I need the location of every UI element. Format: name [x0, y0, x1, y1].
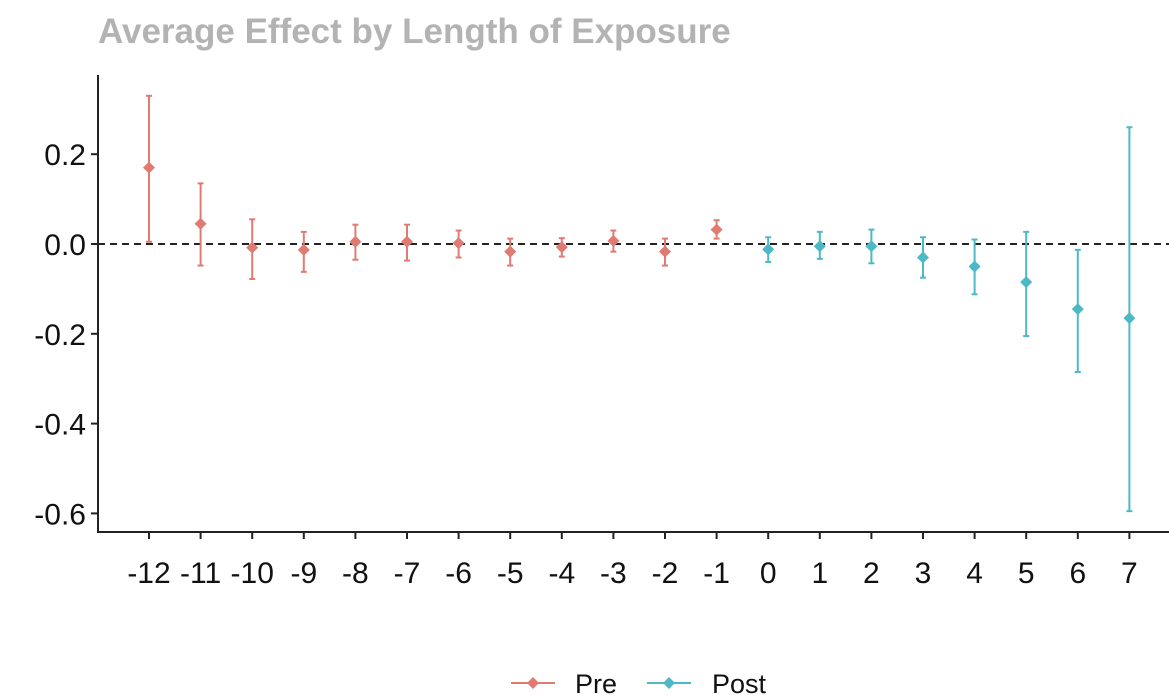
- x-axis-ticks: -12 -11 -10 -9 -8 -7 -6 -5 -4 -3 -2 -1 0 1 2 3 4 5 6 7: [127, 532, 1138, 590]
- chart-title: Average Effect by Length of Exposure: [98, 12, 731, 51]
- data-point: [143, 161, 155, 174]
- data-point: [452, 237, 465, 250]
- x-tick-label: -7: [394, 557, 421, 590]
- y-axis-ticks: 0.2 0.0 -0.2 -0.4 -0.6: [34, 139, 98, 531]
- data-point: [246, 241, 259, 254]
- x-tick-label: 5: [1018, 557, 1035, 590]
- data-point: [194, 217, 207, 230]
- data-point: [813, 240, 826, 253]
- x-tick-label: -10: [231, 557, 274, 590]
- x-tick-label: -3: [600, 557, 627, 590]
- data-point: [504, 245, 517, 258]
- data-point: [1123, 312, 1136, 325]
- x-tick-label: -2: [652, 557, 679, 590]
- x-tick-label: 2: [863, 557, 880, 590]
- x-tick-label: -9: [290, 557, 317, 590]
- x-tick-label: 1: [811, 557, 828, 590]
- legend-label: Post: [712, 669, 767, 695]
- data-marks: [143, 94, 1136, 513]
- data-point: [401, 235, 413, 248]
- x-tick-label: -12: [127, 557, 170, 590]
- x-tick-label: -1: [703, 557, 730, 590]
- x-tick-label: 6: [1069, 557, 1086, 590]
- y-tick-label: -0.6: [34, 498, 86, 531]
- data-point: [762, 243, 775, 256]
- x-tick-label: -5: [497, 557, 524, 590]
- x-tick-label: -4: [548, 557, 575, 590]
- legend-label: Pre: [575, 669, 617, 695]
- x-tick-label: 3: [915, 557, 932, 590]
- x-tick-label: -11: [180, 557, 221, 590]
- y-tick-label: -0.2: [34, 319, 86, 352]
- data-point: [555, 241, 568, 254]
- x-tick-label: -6: [445, 557, 472, 590]
- data-point: [607, 234, 620, 247]
- x-tick-label: 0: [760, 557, 777, 590]
- y-tick-label: -0.4: [34, 409, 86, 442]
- y-tick-label: 0.0: [44, 229, 86, 262]
- legend: Pre Post: [511, 669, 767, 695]
- data-point: [1020, 276, 1033, 289]
- data-point: [659, 245, 671, 258]
- data-point: [710, 223, 723, 236]
- data-point: [297, 243, 310, 256]
- data-point: [968, 260, 981, 273]
- x-tick-label: 4: [966, 557, 983, 590]
- legend-key-marker: [527, 677, 539, 689]
- y-tick-label: 0.2: [44, 139, 86, 172]
- legend-key-marker: [663, 677, 675, 689]
- data-point: [865, 240, 878, 253]
- x-tick-label: -8: [342, 557, 369, 590]
- data-point: [349, 235, 362, 248]
- data-point: [1071, 303, 1084, 316]
- data-point: [917, 251, 929, 264]
- x-tick-label: 7: [1121, 557, 1138, 590]
